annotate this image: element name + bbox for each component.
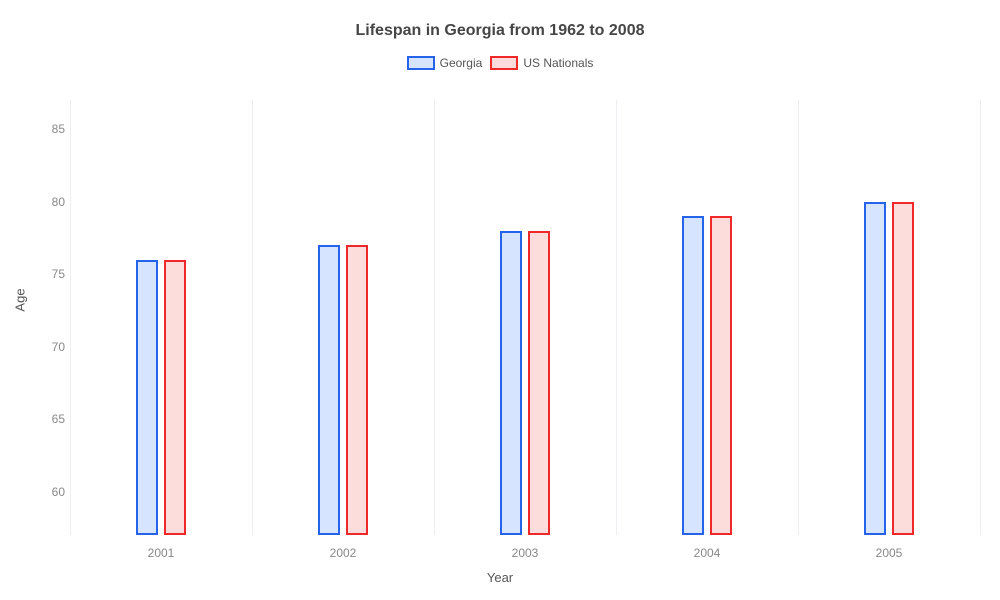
legend: Georgia US Nationals	[0, 56, 1000, 70]
chart-container: Lifespan in Georgia from 1962 to 2008 Ge…	[0, 0, 1000, 600]
legend-item-usnationals: US Nationals	[490, 56, 593, 70]
legend-swatch-icon	[407, 56, 435, 70]
legend-swatch-icon	[490, 56, 518, 70]
plot-area: 60657075808520012002200320042005	[70, 100, 980, 535]
bar	[136, 260, 158, 536]
x-tick-label: 2003	[512, 546, 539, 560]
y-axis-label: Age	[13, 288, 28, 311]
bar	[500, 231, 522, 536]
legend-item-georgia: Georgia	[407, 56, 483, 70]
y-tick-label: 80	[35, 195, 65, 209]
x-tick-label: 2002	[330, 546, 357, 560]
y-tick-label: 85	[35, 122, 65, 136]
y-tick-label: 75	[35, 267, 65, 281]
grid-line	[434, 100, 435, 535]
grid-line	[70, 100, 71, 535]
y-tick-label: 65	[35, 412, 65, 426]
x-tick-label: 2005	[876, 546, 903, 560]
y-tick-label: 60	[35, 485, 65, 499]
x-tick-label: 2001	[148, 546, 175, 560]
bar	[892, 202, 914, 536]
y-tick-label: 70	[35, 340, 65, 354]
bar	[318, 245, 340, 535]
grid-line	[798, 100, 799, 535]
legend-label: US Nationals	[523, 56, 593, 70]
grid-line	[252, 100, 253, 535]
bar	[710, 216, 732, 535]
grid-line	[980, 100, 981, 535]
x-axis-label: Year	[487, 570, 513, 585]
bar	[346, 245, 368, 535]
x-tick-label: 2004	[694, 546, 721, 560]
legend-label: Georgia	[440, 56, 483, 70]
bar	[164, 260, 186, 536]
bar	[864, 202, 886, 536]
bar	[682, 216, 704, 535]
bar	[528, 231, 550, 536]
grid-line	[616, 100, 617, 535]
chart-title: Lifespan in Georgia from 1962 to 2008	[0, 0, 1000, 40]
